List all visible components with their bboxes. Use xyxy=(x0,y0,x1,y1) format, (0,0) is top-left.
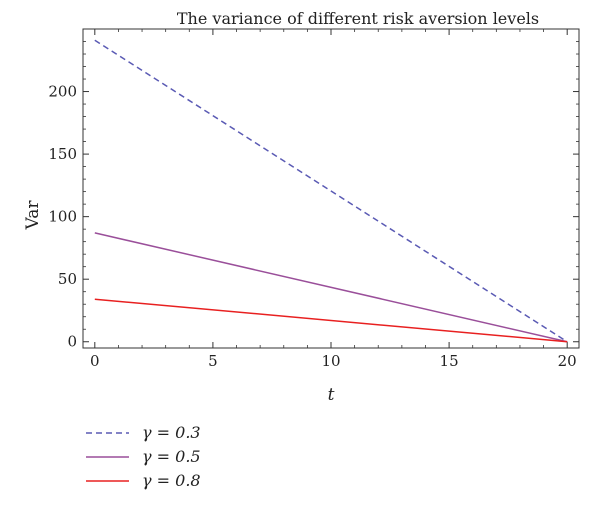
x-tick-label: 20 xyxy=(558,352,577,370)
y-axis-label: Var xyxy=(23,200,43,231)
legend-label: γ = 0.8 xyxy=(142,471,201,490)
series-line xyxy=(94,232,568,343)
series-lines xyxy=(94,39,568,343)
x-axis-label: t xyxy=(328,385,335,405)
x-tick-label: 10 xyxy=(321,352,340,370)
x-tick-label: 5 xyxy=(208,352,218,370)
legend: γ = 0.3 γ = 0.5 γ = 0.8 xyxy=(86,423,201,490)
chart-title: The variance of different risk aversion … xyxy=(177,9,539,28)
series-line xyxy=(94,298,568,343)
y-tick-label: 200 xyxy=(48,83,77,101)
y-tick-label: 100 xyxy=(48,208,77,226)
x-tick-label: 15 xyxy=(440,352,459,370)
y-tick-label: 0 xyxy=(67,333,77,351)
plot-frame xyxy=(82,28,580,349)
series-line xyxy=(94,39,568,343)
y-tick-label: 50 xyxy=(58,270,77,288)
x-tick-label: 0 xyxy=(90,352,100,370)
legend-label: γ = 0.5 xyxy=(142,447,201,466)
y-tick-label: 150 xyxy=(48,145,77,163)
legend-label: γ = 0.3 xyxy=(142,423,201,442)
